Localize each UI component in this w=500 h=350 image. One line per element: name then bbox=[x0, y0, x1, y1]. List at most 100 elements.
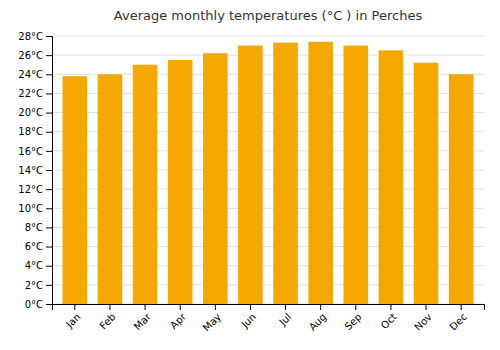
x-tick: Mar bbox=[132, 304, 154, 332]
x-tick: Feb bbox=[97, 304, 117, 331]
y-tick-mark bbox=[46, 266, 52, 267]
y-tick: 10°C bbox=[18, 203, 52, 214]
x-tick-label: May bbox=[201, 311, 223, 333]
bar bbox=[168, 60, 193, 304]
x-axis: Jan Feb Mar Apr May Jun Jul Aug Sep Oct Nov Dec bbox=[53, 304, 485, 333]
x-tick-mark bbox=[390, 304, 391, 310]
y-tick-label: 24°C bbox=[18, 69, 43, 80]
x-tick-mark bbox=[74, 304, 75, 310]
y-tick: 8°C bbox=[25, 222, 52, 233]
x-tick: May bbox=[201, 304, 223, 333]
x-tick-mark bbox=[109, 304, 110, 310]
x-tick-label: Jul bbox=[276, 311, 293, 328]
x-tick-mark bbox=[355, 304, 356, 310]
y-tick-mark bbox=[46, 285, 52, 286]
x-tick-mark bbox=[320, 304, 321, 310]
y-tick-mark bbox=[46, 36, 52, 37]
bar bbox=[63, 76, 88, 304]
y-tick-mark bbox=[46, 74, 52, 75]
x-axis-line bbox=[53, 305, 485, 311]
grid bbox=[52, 36, 484, 304]
x-tick-mark bbox=[250, 304, 251, 310]
bar bbox=[238, 46, 263, 304]
y-tick-label: 8°C bbox=[25, 222, 43, 233]
x-tick-label: Aug bbox=[307, 311, 329, 333]
x-tick-mark bbox=[180, 304, 181, 310]
x-tick-mark bbox=[285, 304, 286, 310]
bar bbox=[414, 63, 439, 304]
y-tick-label: 6°C bbox=[25, 241, 43, 252]
y-tick: 2°C bbox=[25, 280, 52, 291]
x-tick-label: Jun bbox=[239, 311, 259, 331]
y-tick-label: 22°C bbox=[18, 88, 43, 99]
y-tick-label: 16°C bbox=[18, 146, 43, 157]
chart-svg: 0°C 2°C 4°C 6°C 8°C 10°C 12°C 14°C 16°C 18°C 20°C 2… bbox=[0, 0, 500, 350]
y-tick: 12°C bbox=[18, 184, 52, 195]
y-tick: 0°C bbox=[25, 299, 52, 310]
y-tick: 20°C bbox=[18, 107, 52, 118]
x-tick-label: Jan bbox=[63, 311, 82, 330]
y-tick-label: 14°C bbox=[18, 165, 43, 176]
y-tick-mark bbox=[46, 189, 52, 190]
x-tick-label: Feb bbox=[97, 311, 117, 331]
x-tick: Apr bbox=[168, 304, 189, 331]
x-tick-label: Nov bbox=[412, 311, 434, 333]
x-tick-label: Apr bbox=[168, 310, 189, 331]
y-tick-label: 28°C bbox=[18, 31, 43, 42]
y-tick-label: 12°C bbox=[18, 184, 43, 195]
bar bbox=[379, 50, 404, 304]
plot-area bbox=[63, 42, 474, 304]
y-tick: 26°C bbox=[18, 50, 52, 61]
y-tick: 6°C bbox=[25, 241, 52, 252]
x-tick-mark bbox=[215, 304, 216, 310]
y-tick-mark bbox=[46, 132, 52, 133]
y-tick-label: 0°C bbox=[25, 299, 43, 310]
x-tick: Jan bbox=[63, 304, 82, 330]
y-tick: 28°C bbox=[18, 31, 52, 42]
y-tick-mark bbox=[46, 170, 52, 171]
x-tick-mark bbox=[461, 304, 462, 310]
x-tick: Aug bbox=[307, 304, 329, 333]
bar bbox=[203, 53, 228, 304]
y-tick: 22°C bbox=[18, 88, 52, 99]
y-tick: 16°C bbox=[18, 146, 52, 157]
y-tick-label: 26°C bbox=[18, 50, 43, 61]
x-tick-mark bbox=[145, 304, 146, 310]
y-tick: 4°C bbox=[25, 260, 52, 271]
y-tick-mark bbox=[46, 227, 52, 228]
y-axis: 0°C 2°C 4°C 6°C 8°C 10°C 12°C 14°C 16°C 18°C 20°C 2… bbox=[18, 31, 52, 310]
y-tick-label: 2°C bbox=[25, 280, 43, 291]
title: Average monthly temperatures (°C ) in Pe… bbox=[114, 8, 423, 23]
y-tick-label: 20°C bbox=[18, 107, 43, 118]
x-tick-mark bbox=[426, 304, 427, 310]
grid-line bbox=[52, 36, 484, 37]
y-tick: 14°C bbox=[18, 165, 52, 176]
y-tick-label: 4°C bbox=[25, 260, 43, 271]
x-tick-label: Mar bbox=[132, 310, 154, 332]
bar bbox=[344, 46, 369, 304]
x-tick-label: Oct bbox=[379, 311, 399, 331]
y-tick: 24°C bbox=[18, 69, 52, 80]
bar bbox=[98, 74, 123, 304]
y-axis-line bbox=[46, 37, 53, 305]
bar bbox=[449, 74, 474, 304]
y-tick-mark bbox=[46, 93, 52, 94]
x-tick: Nov bbox=[412, 304, 434, 333]
y-tick-label: 18°C bbox=[18, 126, 43, 137]
y-tick-mark bbox=[46, 247, 52, 248]
bar bbox=[308, 42, 333, 304]
y-tick-mark bbox=[46, 208, 52, 209]
x-tick-label: Sep bbox=[342, 311, 363, 332]
y-tick-mark bbox=[46, 113, 52, 114]
x-tick: Oct bbox=[379, 304, 399, 331]
x-tick: Jun bbox=[239, 304, 259, 331]
y-tick: 18°C bbox=[18, 126, 52, 137]
y-tick-mark bbox=[46, 304, 52, 305]
bar bbox=[133, 65, 158, 304]
chart-container: 0°C 2°C 4°C 6°C 8°C 10°C 12°C 14°C 16°C 18°C 20°C 2… bbox=[0, 0, 500, 350]
y-tick-mark bbox=[46, 151, 52, 152]
x-tick-label: Dec bbox=[447, 311, 468, 332]
x-tick: Jul bbox=[276, 304, 293, 328]
x-tick: Sep bbox=[342, 304, 363, 332]
grid-line bbox=[52, 55, 484, 56]
